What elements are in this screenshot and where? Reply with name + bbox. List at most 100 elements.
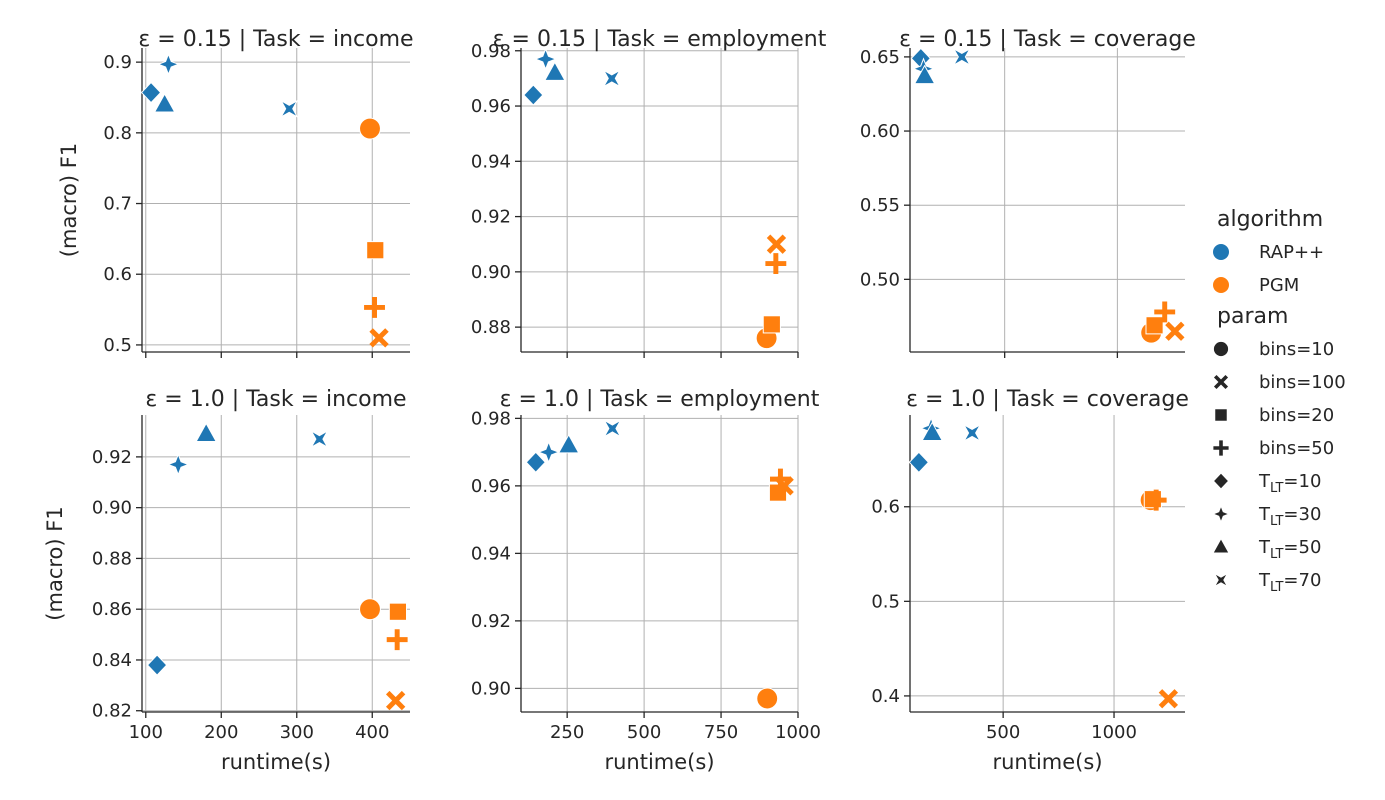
point-rap-t-lt-70 xyxy=(962,423,982,443)
legend-label: TLT=10 xyxy=(1258,471,1321,496)
x-tick-label: 300 xyxy=(280,722,314,743)
point-pgm-bins-20 xyxy=(366,241,385,260)
point-pgm-bins-100 xyxy=(369,328,389,348)
legend-label: RAP++ xyxy=(1259,242,1324,263)
x-tick-label: 500 xyxy=(986,722,1020,743)
legend-marker-bins-100 xyxy=(1213,374,1229,390)
point-pgm-bins-50 xyxy=(1145,489,1167,511)
y-tick-label: 0.9 xyxy=(103,52,132,73)
point-rap-t-lt-30 xyxy=(537,440,561,464)
y-tick-label: 0.65 xyxy=(860,47,900,68)
legend-marker-t-lt-10 xyxy=(1212,472,1230,490)
point-pgm-bins-50 xyxy=(765,253,787,275)
y-tick-label: 0.4 xyxy=(871,686,900,707)
panel-title: ε = 1.0 | Task = coverage xyxy=(906,387,1189,412)
point-pgm-bins-100 xyxy=(766,234,787,254)
x-axis-label: runtime(s) xyxy=(604,750,714,774)
point-rap-t-lt-50 xyxy=(921,421,944,441)
legend-marker-rap xyxy=(1213,244,1229,260)
legend-label: PGM xyxy=(1259,275,1299,296)
y-tick-label: 0.60 xyxy=(860,121,900,142)
panel-3: 0.50 0.55 0.60 0.65ε = 0.15 | Task = covera… xyxy=(860,27,1196,358)
x-tick-label: 1000 xyxy=(1091,722,1137,743)
point-rap-t-lt-30 xyxy=(166,453,190,476)
point-pgm-bins-100 xyxy=(1158,689,1179,709)
legend-label: TLT=30 xyxy=(1258,504,1321,529)
panel-title: ε = 1.0 | Task = income xyxy=(145,387,406,412)
point-pgm-bins-20 xyxy=(762,315,781,334)
point-pgm-bins-50 xyxy=(386,629,408,651)
legend-marker-t-lt-50 xyxy=(1212,537,1230,554)
point-rap-t-lt-70 xyxy=(310,429,329,449)
point-rap-t-lt-70 xyxy=(602,69,622,88)
legend-marker-t-lt-30 xyxy=(1211,504,1231,524)
legend-label: bins=50 xyxy=(1259,438,1334,459)
x-axis-label: runtime(s) xyxy=(992,750,1102,774)
point-pgm-bins-100 xyxy=(1165,321,1185,341)
legend-label: TLT=70 xyxy=(1258,570,1321,595)
point-rap-t-lt-50 xyxy=(544,61,566,81)
point-pgm-bins-20 xyxy=(1145,316,1164,335)
point-rap-t-lt-50 xyxy=(557,433,580,454)
point-rap-t-lt-50 xyxy=(153,93,176,113)
y-axis-label: (macro) F1 xyxy=(43,506,67,620)
y-tick-label: 0.94 xyxy=(471,543,511,564)
y-tick-label: 0.84 xyxy=(92,650,132,671)
legend-marker-bins-10 xyxy=(1212,340,1230,358)
point-pgm-bins-10 xyxy=(359,117,381,140)
y-tick-label: 0.55 xyxy=(860,195,900,216)
y-tick-label: 0.94 xyxy=(471,151,511,172)
x-axis-label: runtime(s) xyxy=(221,750,331,774)
panel-6: 0.4 0.5 0.6 500 1000 ε = 1.0 | Task = coverag… xyxy=(871,387,1189,774)
y-tick-label: 0.92 xyxy=(471,207,511,228)
x-tick-label: 1000 xyxy=(775,722,821,743)
y-tick-label: 0.98 xyxy=(471,41,511,62)
legend: algorithm RAP++ PGM param bins=10 bins=100 bin… xyxy=(1211,207,1346,595)
point-pgm-bins-100 xyxy=(774,476,794,496)
y-tick-label: 0.90 xyxy=(92,498,132,519)
legend-label: bins=20 xyxy=(1259,405,1334,426)
panel-title: ε = 0.15 | Task = coverage xyxy=(899,27,1196,52)
legend-marker-t-lt-70 xyxy=(1213,572,1229,588)
y-tick-label: 0.92 xyxy=(92,447,132,468)
panel-title: ε = 0.15 | Task = income xyxy=(138,27,413,52)
legend-param-title: param xyxy=(1217,304,1288,329)
point-pgm-bins-10 xyxy=(756,687,779,710)
point-rap-t-lt-10 xyxy=(908,451,930,474)
y-tick-label: 0.92 xyxy=(471,611,511,632)
legend-label: bins=10 xyxy=(1259,339,1334,360)
y-tick-label: 0.5 xyxy=(103,335,132,356)
legend-label: bins=100 xyxy=(1259,372,1346,393)
point-pgm-bins-20 xyxy=(388,602,408,621)
y-tick-label: 0.6 xyxy=(871,497,900,518)
y-tick-label: 0.86 xyxy=(92,599,132,620)
point-pgm-bins-50 xyxy=(1154,301,1176,323)
point-rap-t-lt-70 xyxy=(603,419,622,438)
panel-title: ε = 1.0 | Task = employment xyxy=(500,387,820,412)
y-tick-label: 0.96 xyxy=(471,476,511,497)
y-tick-label: 0.5 xyxy=(871,591,900,612)
y-tick-label: 0.90 xyxy=(471,262,511,283)
legend-marker-bins-50 xyxy=(1213,440,1229,456)
y-tick-label: 0.98 xyxy=(471,408,511,429)
x-tick-label: 750 xyxy=(704,722,738,743)
point-rap-t-lt-10 xyxy=(140,81,162,104)
point-rap-t-lt-10 xyxy=(525,451,546,473)
y-axis-label: (macro) F1 xyxy=(57,143,81,257)
y-tick-label: 0.88 xyxy=(92,548,132,569)
x-tick-label: 400 xyxy=(355,722,389,743)
point-pgm-bins-50 xyxy=(364,297,385,318)
x-tick-label: 500 xyxy=(627,722,661,743)
point-rap-t-lt-30 xyxy=(534,47,558,71)
panel-title: ε = 0.15 | Task = employment xyxy=(493,27,827,52)
point-rap-t-lt-30 xyxy=(157,52,180,76)
y-tick-label: 0.88 xyxy=(471,317,511,338)
point-rap-t-lt-50 xyxy=(195,422,218,443)
legend-algorithm-title: algorithm xyxy=(1217,207,1323,232)
legend-marker-bins-20 xyxy=(1214,408,1228,422)
x-tick-label: 100 xyxy=(129,722,163,743)
point-rap-t-lt-10 xyxy=(146,654,168,676)
point-pgm-bins-100 xyxy=(385,690,406,711)
x-tick-label: 250 xyxy=(550,722,584,743)
